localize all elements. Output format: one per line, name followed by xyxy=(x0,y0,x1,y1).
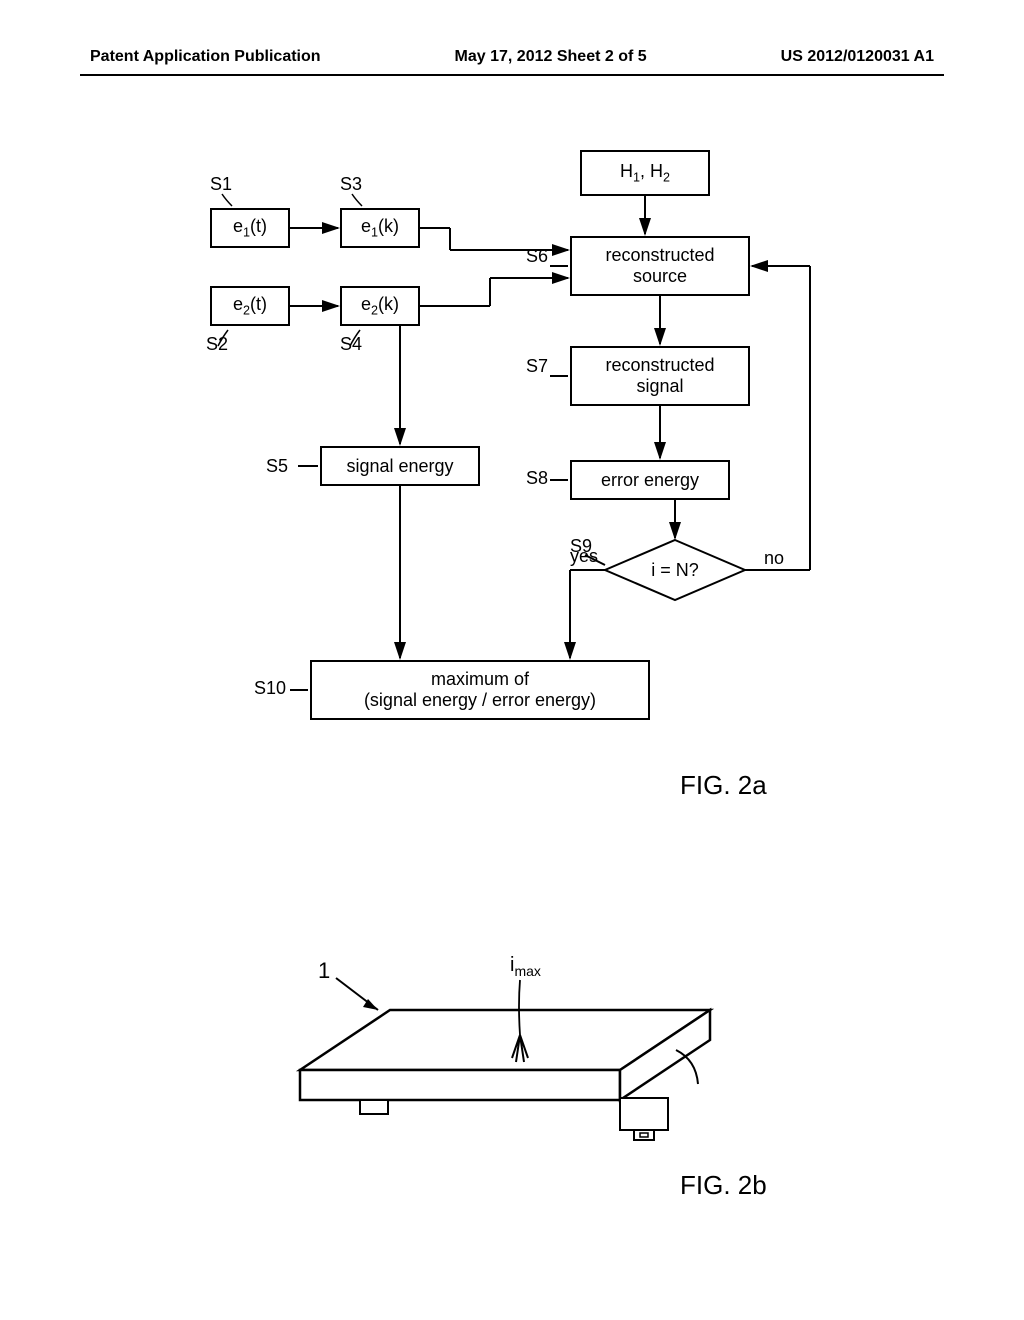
node-s7: reconstructed signal xyxy=(570,346,750,406)
header-rule xyxy=(80,74,944,76)
node-s8: error energy xyxy=(570,460,730,500)
decision-yes: yes xyxy=(570,546,598,567)
id-s4: S4 xyxy=(340,334,362,355)
node-h: H1, H2 xyxy=(580,150,710,196)
header-center: May 17, 2012 Sheet 2 of 5 xyxy=(455,48,647,66)
node-s2-label: e2(t) xyxy=(233,294,267,318)
flowchart-fig2a: e1(t) e2(t) e1(k) e2(k) H1, H2 reconstru… xyxy=(150,150,870,870)
node-s3: e1(k) xyxy=(340,208,420,248)
node-s4: e2(k) xyxy=(340,286,420,326)
figure-label-2a: FIG. 2a xyxy=(680,770,767,801)
id-s8: S8 xyxy=(526,468,548,489)
id-s6: S6 xyxy=(526,246,548,267)
node-s1: e1(t) xyxy=(210,208,290,248)
figure-label-2b: FIG. 2b xyxy=(680,1170,767,1201)
node-s1-label: e1(t) xyxy=(233,216,267,240)
node-s4-label: e2(k) xyxy=(361,294,399,318)
node-s6: reconstructed source xyxy=(570,236,750,296)
node-h-label: H1, H2 xyxy=(620,161,670,185)
ref-1: 1 xyxy=(318,958,330,984)
node-s9: i = N? xyxy=(605,540,745,600)
node-s9-label: i = N? xyxy=(651,560,699,580)
node-s3-label: e1(k) xyxy=(361,216,399,240)
id-s2: S2 xyxy=(206,334,228,355)
id-s10: S10 xyxy=(254,678,286,699)
id-s3: S3 xyxy=(340,174,362,195)
node-s10: maximum of (signal energy / error energy… xyxy=(310,660,650,720)
id-s5: S5 xyxy=(266,456,288,477)
header-left: Patent Application Publication xyxy=(90,48,321,66)
label-imax: imax xyxy=(510,954,541,979)
id-s1: S1 xyxy=(210,174,232,195)
decision-no: no xyxy=(764,548,784,569)
node-s2: e2(t) xyxy=(210,286,290,326)
flowchart-arrows xyxy=(150,150,870,870)
header-right: US 2012/0120031 A1 xyxy=(781,48,934,66)
node-s5: signal energy xyxy=(320,446,480,486)
id-s7: S7 xyxy=(526,356,548,377)
